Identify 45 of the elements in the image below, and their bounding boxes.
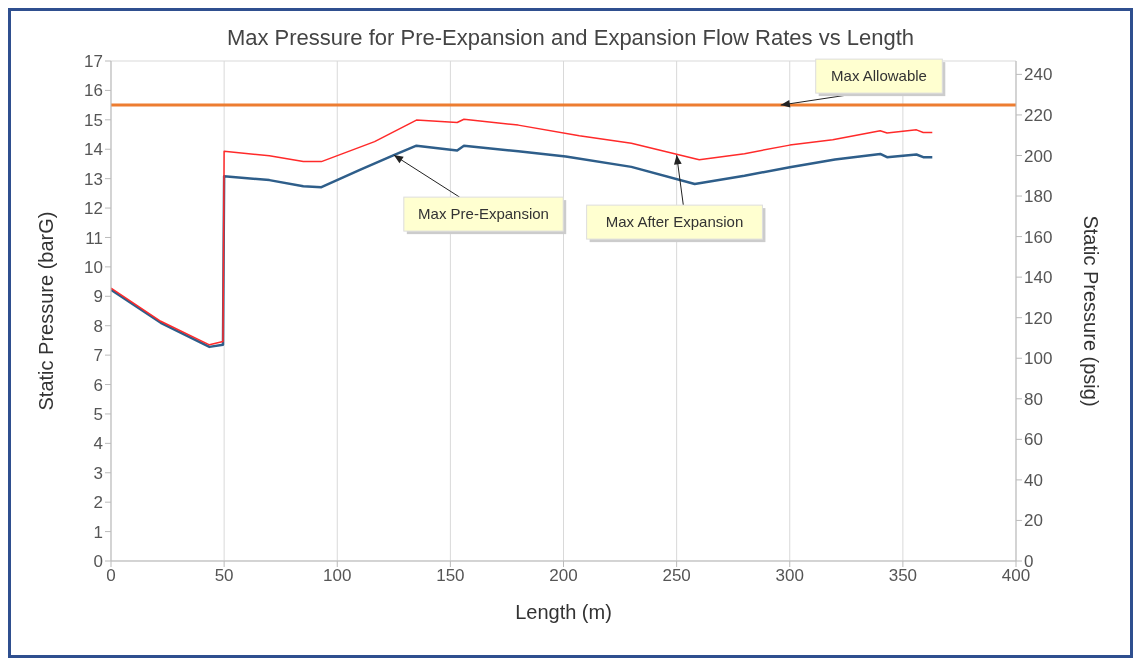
y-tick-label: 14 (84, 140, 103, 160)
y-tick-label: 16 (84, 81, 103, 101)
y2-tick-label: 40 (1024, 470, 1043, 490)
annotation: Max Pre-Expansion (418, 205, 549, 223)
y-tick-label: 7 (93, 346, 103, 366)
y-tick-label: 5 (93, 404, 103, 424)
y2-tick-label: 160 (1024, 227, 1053, 247)
x-tick-label: 300 (775, 566, 804, 586)
y2-tick-label: 200 (1024, 146, 1053, 166)
y2-tick-label: 220 (1024, 105, 1053, 125)
y2-tick-label: 60 (1024, 430, 1043, 450)
x-tick-label: 200 (549, 566, 578, 586)
y-tick-label: 11 (85, 228, 103, 248)
y2-tick-label: 80 (1024, 389, 1043, 409)
y-tick-label: 4 (93, 434, 103, 454)
y2-tick-label: 180 (1024, 187, 1053, 207)
x-tick-label: 50 (214, 566, 234, 586)
y-tick-label: 9 (93, 287, 103, 307)
y-tick-label: 12 (84, 199, 103, 219)
x-axis-title: Length (m) (515, 601, 612, 623)
y-tick-label: 8 (93, 316, 103, 336)
y-tick-label: 3 (93, 463, 103, 483)
y2-tick-label: 120 (1024, 308, 1053, 328)
ref-line-label: Max Allowable (831, 67, 927, 85)
x-tick-label: 250 (662, 566, 691, 586)
y-tick-label: 0 (93, 552, 103, 572)
y-tick-label: 2 (93, 493, 103, 513)
y2-tick-label: 20 (1024, 511, 1043, 531)
x-tick-label: 0 (106, 566, 116, 586)
y-axis-title: Static Pressure (barG) (35, 211, 58, 411)
x-tick-label: 150 (436, 566, 465, 586)
y-tick-label: 1 (93, 522, 103, 542)
y-tick-label: 15 (84, 110, 103, 130)
y2-tick-label: 240 (1024, 65, 1053, 85)
y2-tick-label: 140 (1024, 268, 1053, 288)
x-tick-label: 100 (323, 566, 352, 586)
x-tick-label: 350 (888, 566, 918, 586)
y-tick-label: 13 (84, 169, 103, 189)
y-tick-label: 6 (93, 375, 103, 395)
y2-tick-label: 100 (1024, 349, 1053, 369)
y-tick-label: 10 (84, 257, 103, 277)
y-tick-label: 17 (84, 52, 103, 72)
annotation: Max After Expansion (605, 213, 744, 231)
y2-axis-title: Static Pressure (psig) (1079, 215, 1102, 407)
chart-title: Max Pressure for Pre-Expansion and Expansion Flow Rates vs Length (225, 25, 916, 51)
